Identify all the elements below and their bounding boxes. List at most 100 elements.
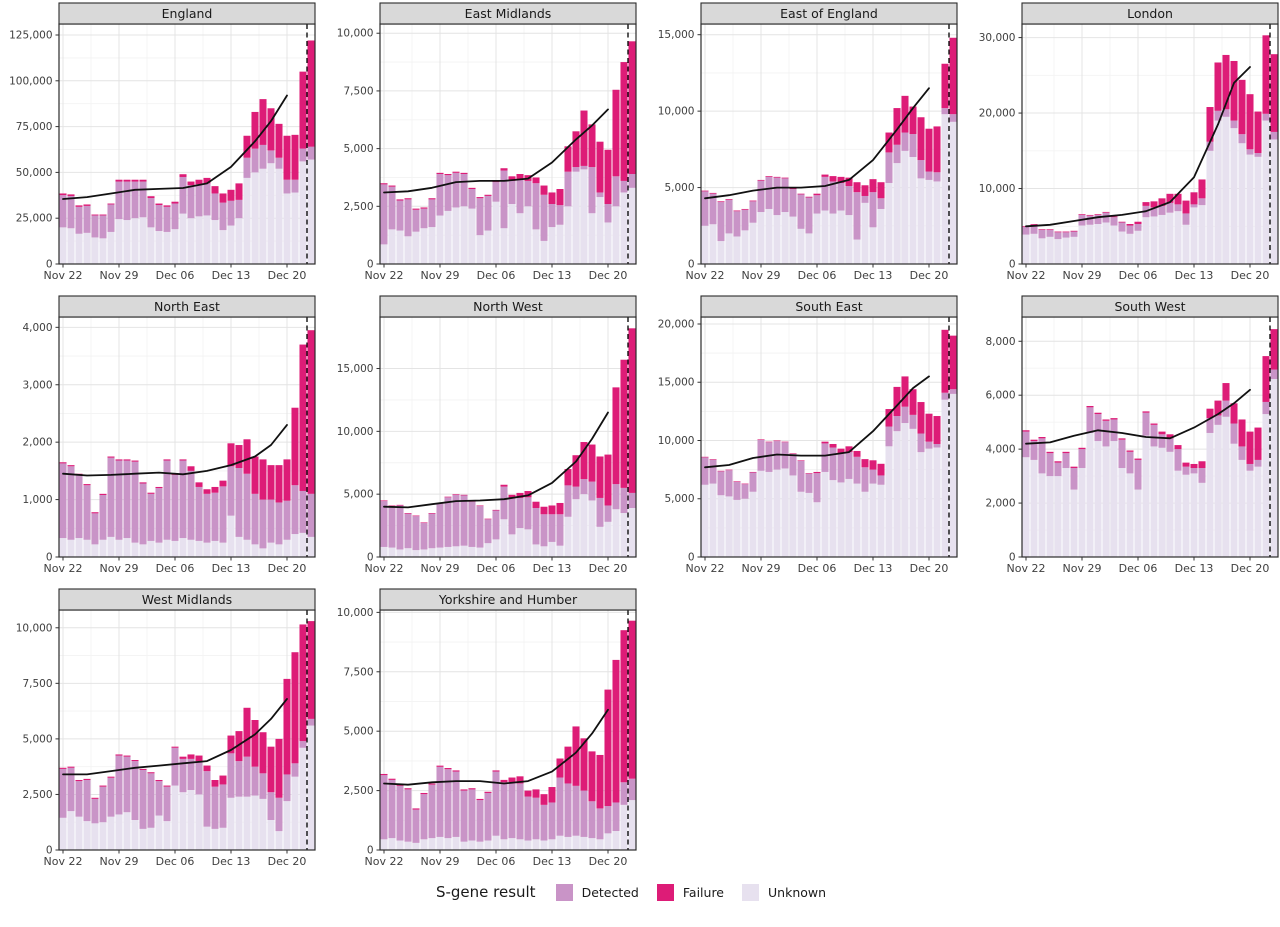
y-tick-label: 0 [46, 259, 53, 271]
facet-plot-north-west: North West 0 5,000 10,000 15,000 Nov 22 Nov 29… [337, 295, 637, 575]
x-tick-label: Dec 06 [156, 855, 195, 868]
trend-line [62, 698, 288, 776]
y-tick-label: 10,000 [337, 28, 374, 40]
legend-swatch-unknown [742, 883, 760, 901]
trend-line [383, 411, 609, 509]
x-tick-label: Dec 13 [854, 562, 893, 575]
facet-north-east: North East 0 1,000 2,000 3,000 4,000 Nov 22 Nov… [1, 295, 318, 584]
x-tick-label: Dec 13 [212, 269, 251, 282]
y-tick-label: 125,000 [9, 29, 52, 41]
facet-plot-yorkshire-and-humber: Yorkshire and Humber 0 2,500 5,000 7,500 10,0… [337, 588, 637, 868]
legend-item-failure: Failure [656, 883, 725, 901]
bars-east-of-england [701, 37, 957, 264]
x-tick-label: Nov 22 [686, 562, 725, 575]
facet-east-midlands: East Midlands 0 2,500 5,000 7,500 10,000 Nov 2… [322, 2, 639, 291]
facet-plot-london: London 0 10,000 20,000 30,000 Nov 22 Nov 29 Dec… [979, 2, 1279, 282]
x-tick-label: Dec 06 [1119, 269, 1158, 282]
y-tick-label: 75,000 [16, 121, 53, 133]
y-tick-label: 10,000 [658, 435, 695, 447]
facet-title: Yorkshire and Humber [438, 592, 578, 607]
y-tick-label: 0 [367, 259, 374, 271]
x-tick-label: Dec 20 [589, 562, 628, 575]
bars-west-midlands [59, 621, 315, 850]
x-tick-label: Nov 29 [742, 269, 781, 282]
trend-line [704, 87, 930, 200]
x-tick-label: Nov 29 [421, 562, 460, 575]
trend-line [62, 94, 288, 200]
x-tick-label: Nov 22 [365, 855, 404, 868]
y-tick-label: 10,000 [979, 183, 1016, 195]
trend-line [62, 423, 288, 477]
x-tick-label: Nov 29 [421, 269, 460, 282]
bars-south-west [1022, 329, 1278, 557]
y-tick-label: 20,000 [658, 318, 695, 330]
y-tick-label: 4,000 [985, 444, 1015, 456]
y-tick-label: 30,000 [979, 32, 1016, 44]
y-tick-label: 25,000 [16, 213, 53, 225]
facet-grid: England 0 25,000 50,000 75,000 100,000 125,000… [1, 2, 1280, 877]
x-tick-label: Dec 20 [589, 855, 628, 868]
x-tick-label: Dec 20 [1231, 269, 1270, 282]
x-tick-label: Dec 13 [533, 562, 572, 575]
y-tick-label: 2,500 [343, 785, 373, 797]
y-tick-label: 5,000 [343, 143, 373, 155]
y-tick-label: 15,000 [337, 363, 374, 375]
y-tick-label: 8,000 [985, 336, 1015, 348]
bars-south-east [701, 329, 957, 557]
y-tick-label: 5,000 [343, 489, 373, 501]
x-tick-label: Nov 22 [44, 562, 83, 575]
y-tick-label: 100,000 [9, 75, 52, 87]
legend-item-detected: Detected [555, 883, 639, 901]
x-tick-label: Nov 29 [421, 855, 460, 868]
facet-plot-north-east: North East 0 1,000 2,000 3,000 4,000 Nov 22 Nov… [22, 295, 316, 575]
facet-north-west: North West 0 5,000 10,000 15,000 Nov 22 Nov 29… [322, 295, 639, 584]
facet-title: East Midlands [465, 6, 552, 21]
y-tick-label: 4,000 [22, 322, 52, 334]
facet-title: North East [154, 299, 220, 314]
x-tick-label: Nov 29 [100, 269, 139, 282]
y-tick-label: 50,000 [16, 167, 53, 179]
y-tick-label: 0 [46, 552, 53, 564]
y-tick-label: 2,500 [22, 789, 52, 801]
facet-west-midlands: West Midlands 0 2,500 5,000 7,500 10,000 Nov 2… [1, 588, 318, 877]
x-tick-label: Nov 22 [365, 562, 404, 575]
y-tick-label: 10,000 [337, 607, 374, 619]
y-tick-label: 10,000 [658, 106, 695, 118]
facet-title: West Midlands [142, 592, 232, 607]
facet-plot-east-of-england: East of England 0 5,000 10,000 15,000 Nov 22 N… [658, 2, 958, 282]
y-tick-label: 2,000 [985, 498, 1015, 510]
y-tick-label: 6,000 [985, 390, 1015, 402]
x-tick-label: Dec 06 [798, 269, 837, 282]
facet-south-west: South West 0 2,000 4,000 6,000 8,000 Nov 22 Nov… [964, 295, 1280, 584]
facet-title: South West [1114, 299, 1185, 314]
x-tick-label: Dec 06 [156, 269, 195, 282]
x-tick-label: Dec 20 [589, 269, 628, 282]
y-tick-label: 0 [46, 845, 53, 857]
x-tick-label: Dec 13 [533, 269, 572, 282]
legend-label: Detected [581, 884, 639, 900]
x-tick-label: Dec 06 [477, 562, 516, 575]
legend-swatch-detected [555, 883, 573, 901]
facet-south-east: South East 0 5,000 10,000 15,000 20,000 Nov 22… [643, 295, 960, 584]
x-tick-label: Dec 13 [212, 855, 251, 868]
facet-title: England [162, 6, 213, 21]
y-tick-label: 0 [688, 259, 695, 271]
y-tick-label: 7,500 [343, 85, 373, 97]
legend-item-unknown: Unknown [742, 883, 826, 901]
y-tick-label: 0 [1009, 552, 1016, 564]
y-tick-label: 7,500 [22, 678, 52, 690]
facet-plot-east-midlands: East Midlands 0 2,500 5,000 7,500 10,000 Nov 2… [337, 2, 637, 282]
y-tick-label: 5,000 [22, 733, 52, 745]
facet-east-of-england: East of England 0 5,000 10,000 15,000 Nov 22 N… [643, 2, 960, 291]
x-tick-label: Dec 13 [854, 269, 893, 282]
legend-title: S-gene result [435, 883, 536, 901]
bars-yorkshire-and-humber [380, 620, 636, 850]
facet-plot-west-midlands: West Midlands 0 2,500 5,000 7,500 10,000 Nov 2… [16, 588, 316, 868]
facet-yorkshire-and-humber: Yorkshire and Humber 0 2,500 5,000 7,500 10,0… [322, 588, 639, 877]
legend-label: Failure [682, 884, 725, 900]
x-tick-label: Dec 06 [156, 562, 195, 575]
legend: S-gene result Detected Failure Unknown [0, 883, 1280, 901]
facet-london: London 0 10,000 20,000 30,000 Nov 22 Nov 29 Dec… [964, 2, 1280, 291]
y-tick-label: 0 [1009, 259, 1016, 271]
facet-plot-south-west: South West 0 2,000 4,000 6,000 8,000 Nov 22 Nov… [985, 295, 1279, 575]
